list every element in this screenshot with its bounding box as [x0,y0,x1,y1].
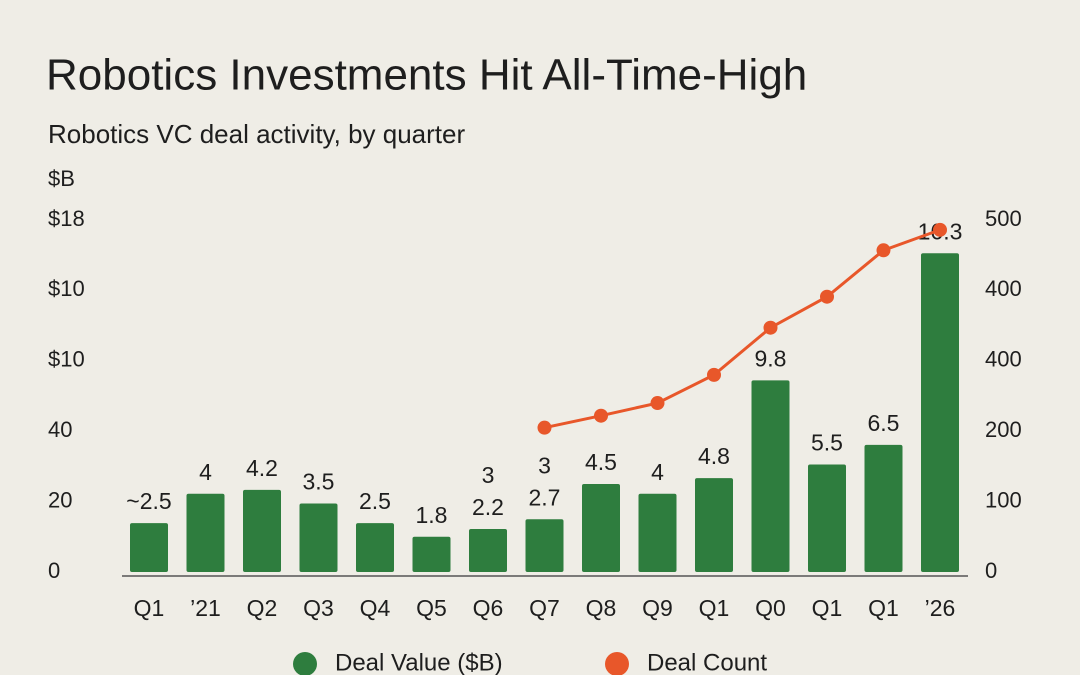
bar [695,478,733,572]
value-label: 2.7 [529,484,561,510]
legend-swatch [293,652,317,675]
value-label: 3.5 [303,469,335,495]
line-marker [933,222,947,237]
value-label: 4 [199,459,212,485]
bar [243,489,281,572]
value-label: 4 [651,459,664,485]
y-tick-label: $18 [48,206,85,231]
value-label: 4.5 [585,449,617,475]
value-label: ~2.5 [126,488,171,514]
x-tick-label: Q5 [416,595,447,621]
y2-tick-label: 500 [985,206,1022,231]
value-label: 6.5 [868,410,900,436]
x-tick-label: Q4 [360,595,391,621]
bar [808,464,846,572]
x-tick-label: Q1 [134,595,165,621]
bar [299,503,338,572]
bar [525,519,564,572]
bar [130,523,168,572]
x-tick-label: ’21 [190,595,221,621]
value-label: 2.2 [472,494,504,520]
legend-label: Deal Value ($B) [335,649,503,675]
x-tick-label: Q9 [642,595,673,621]
line-marker [650,396,665,411]
annotation: 3 [482,462,495,488]
y2-tick-label: 400 [985,276,1022,301]
x-tick-label: Q7 [529,595,560,621]
y-tick-label: $10 [48,276,85,301]
chart-title: Robotics Investments Hit All-Time-High [46,51,807,100]
bar [356,523,394,572]
x-tick-label: Q2 [247,595,278,621]
y-axis-label: $B [48,166,75,191]
y2-tick-label: 400 [985,347,1022,372]
value-label: 5.5 [811,430,843,456]
y-tick-label: 0 [48,558,60,583]
legend-swatch [605,652,629,675]
value-label: 9.8 [755,345,787,371]
y-tick-label: $10 [48,347,85,372]
bar [469,528,507,572]
x-tick-label: Q1 [812,595,843,621]
x-tick-label: Q3 [303,595,334,621]
line-marker [537,420,552,435]
x-tick-label: Q1 [699,595,730,621]
line-marker [820,289,834,304]
bar [412,536,451,572]
x-tick-label: Q1 [868,595,899,621]
line-marker [707,367,721,382]
x-tick-label: Q0 [755,595,786,621]
chart-subtitle: Robotics VC deal activity, by quarter [48,119,465,149]
line [544,228,941,430]
bar [751,380,790,572]
y2-tick-label: 0 [985,558,997,583]
x-tick-label: Q6 [473,595,504,621]
annotation: 3 [538,452,551,478]
bar [582,484,620,572]
y-tick-label: 20 [48,487,72,512]
line-marker [763,320,778,335]
value-label: 2.5 [359,488,391,514]
y-tick-label: 40 [48,417,72,442]
bar [638,493,677,572]
value-label: 4.8 [698,443,730,469]
bar [864,444,903,572]
value-label: 4.2 [246,455,278,481]
bar [921,253,959,572]
line-marker [876,243,891,258]
legend-label: Deal Count [647,649,767,675]
y2-tick-label: 200 [985,417,1022,442]
x-tick-label: ’26 [925,595,956,621]
y2-tick-label: 100 [985,487,1022,512]
value-label: 1.8 [416,502,448,528]
line-marker [594,408,608,423]
bar [186,493,225,572]
x-tick-label: Q8 [586,595,617,621]
